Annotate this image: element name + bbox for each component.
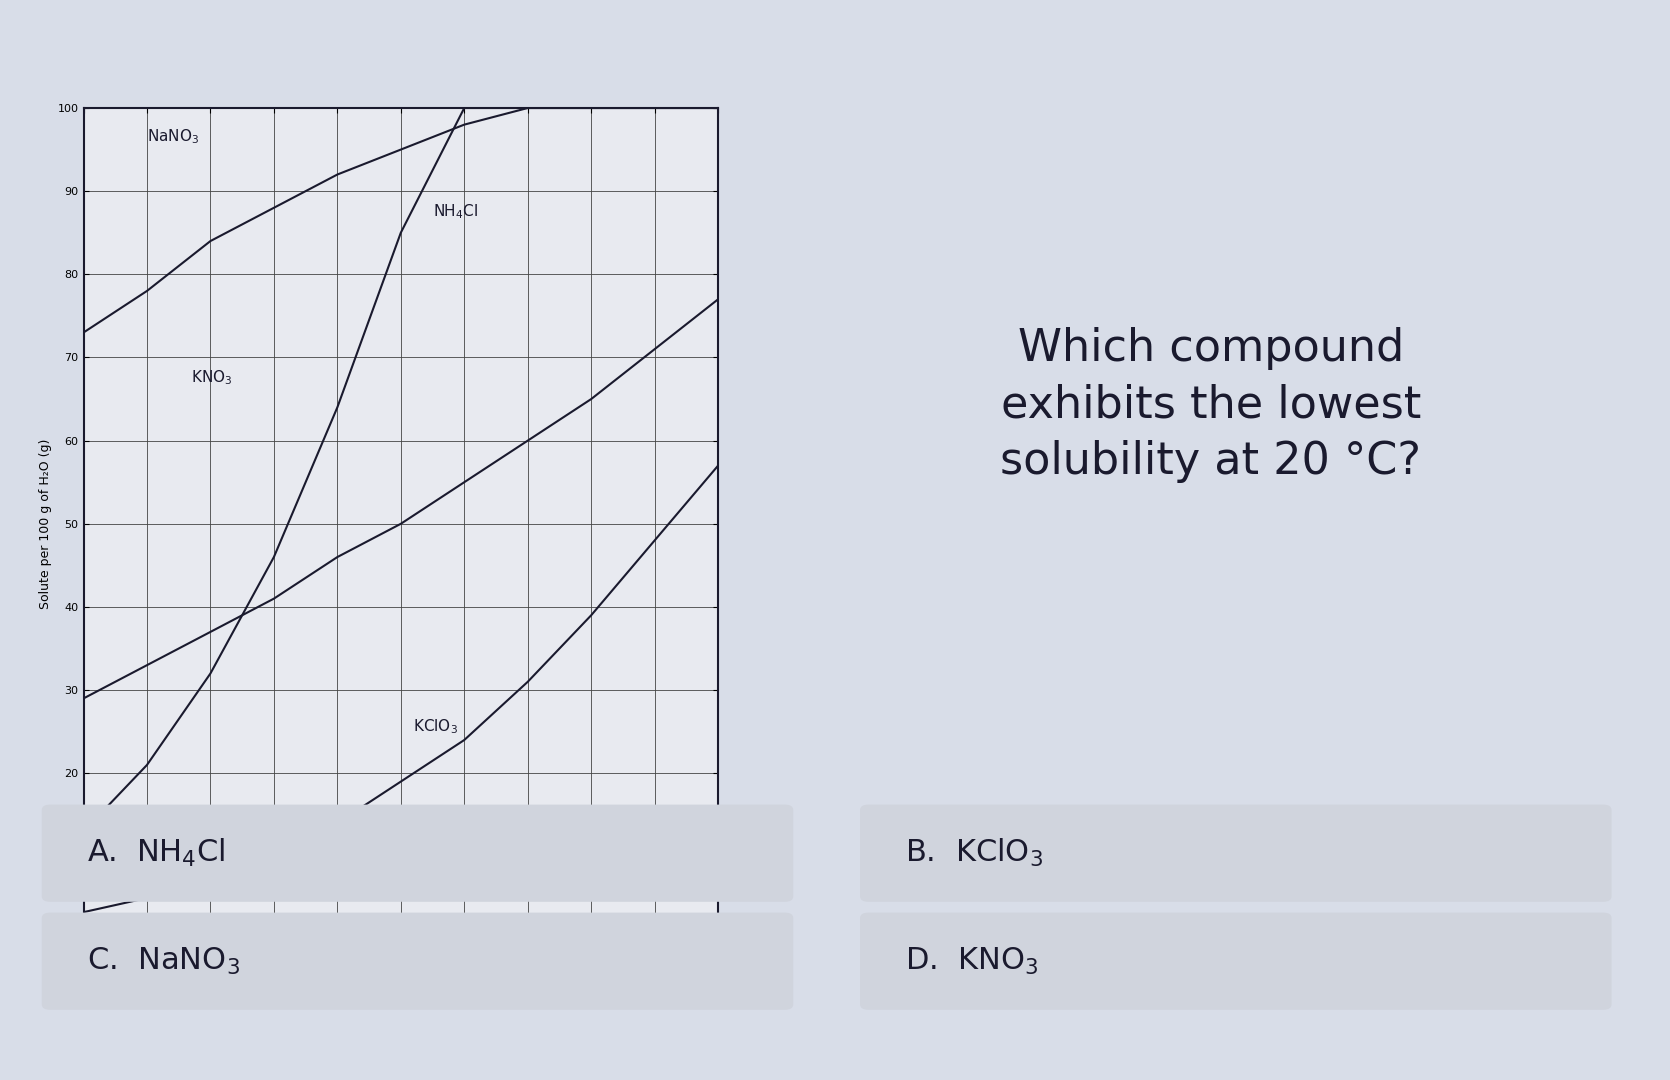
Text: D.  KNO$_3$: D. KNO$_3$ bbox=[905, 946, 1039, 976]
Text: C.  NaNO$_3$: C. NaNO$_3$ bbox=[87, 946, 240, 976]
FancyBboxPatch shape bbox=[42, 913, 793, 1010]
FancyBboxPatch shape bbox=[860, 805, 1612, 902]
Text: NH$_4$Cl: NH$_4$Cl bbox=[433, 202, 478, 220]
Y-axis label: Solute per 100 g of H₂O (g): Solute per 100 g of H₂O (g) bbox=[38, 438, 52, 609]
Text: A.  NH$_4$Cl: A. NH$_4$Cl bbox=[87, 837, 225, 869]
FancyBboxPatch shape bbox=[860, 913, 1612, 1010]
Text: Which compound
exhibits the lowest
solubility at 20 °C?: Which compound exhibits the lowest solub… bbox=[1000, 327, 1421, 483]
FancyBboxPatch shape bbox=[42, 805, 793, 902]
Text: KNO$_3$: KNO$_3$ bbox=[192, 368, 232, 387]
Text: NaNO$_3$: NaNO$_3$ bbox=[147, 127, 199, 146]
Text: B.  KClO$_3$: B. KClO$_3$ bbox=[905, 837, 1044, 869]
Text: KClO$_3$: KClO$_3$ bbox=[414, 718, 458, 737]
X-axis label: Temperature (°C): Temperature (°C) bbox=[341, 960, 461, 974]
